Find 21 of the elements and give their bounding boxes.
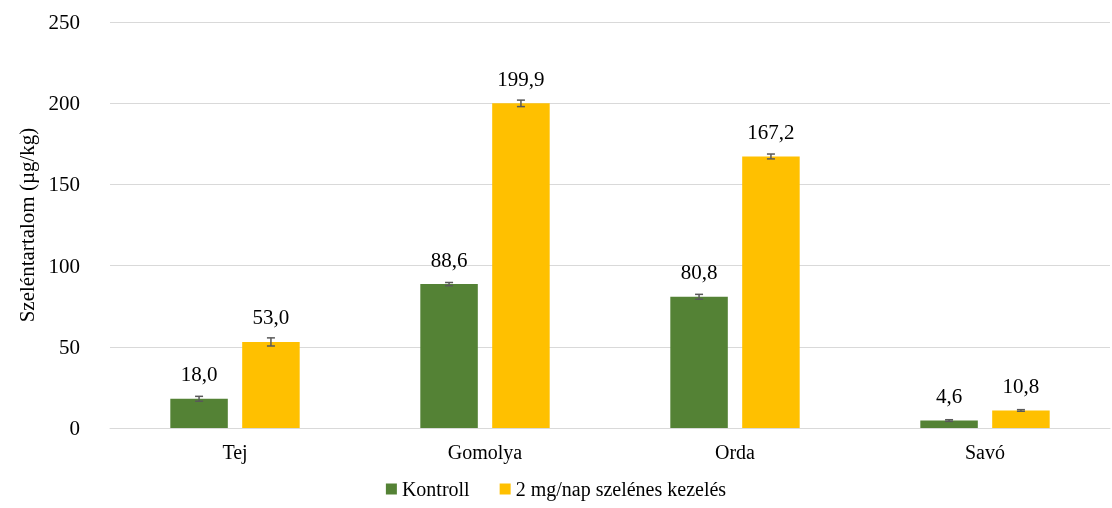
data-label: 80,8 [680,260,718,285]
data-label: 18,0 [180,362,218,387]
x-tick-label: Savó [965,441,1005,463]
y-tick-label: 200 [48,91,80,116]
y-tick-label: 250 [48,10,80,34]
y-tick-label: 50 [59,334,80,359]
data-label: 53,0 [252,305,290,330]
x-tick-label: Orda [715,441,756,463]
data-label: 167,2 [747,119,795,144]
data-label: 88,6 [430,247,468,272]
x-tick-label: Gomolya [447,441,523,464]
y-tick-label: 150 [48,172,80,197]
legend-label: Kontroll [401,478,471,500]
legend-label: 2 mg/nap szelénes kezelés [515,478,727,501]
data-label: 4,6 [935,384,963,409]
y-tick-label: 0 [69,416,80,440]
data-label: 10,8 [1002,373,1040,398]
y-tick-label: 100 [48,253,80,278]
x-tick-label: Tej [222,441,248,464]
y-axis-title: Szeléntartalom (µg/kg) [15,127,40,323]
data-label: 199,9 [497,66,545,91]
